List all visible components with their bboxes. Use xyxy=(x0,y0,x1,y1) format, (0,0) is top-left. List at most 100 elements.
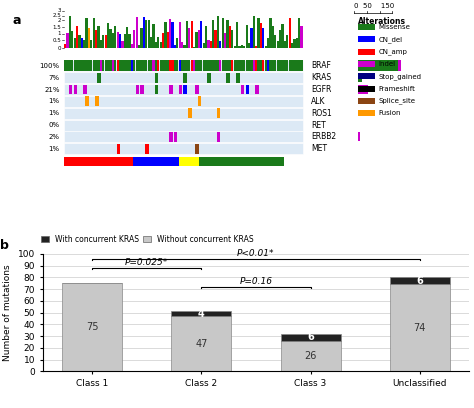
Text: 1%: 1% xyxy=(49,98,60,104)
Bar xyxy=(262,28,264,49)
Bar xyxy=(152,60,155,71)
Bar xyxy=(167,32,169,49)
Bar xyxy=(291,43,293,49)
Bar xyxy=(358,49,374,55)
Bar xyxy=(174,60,176,71)
Bar xyxy=(267,38,269,49)
Bar xyxy=(246,84,249,95)
Bar xyxy=(281,334,341,341)
Bar xyxy=(269,18,272,49)
Bar xyxy=(83,40,85,49)
Bar xyxy=(255,84,259,95)
Bar xyxy=(207,73,211,83)
Bar xyxy=(215,60,217,71)
Bar xyxy=(109,29,111,49)
Bar xyxy=(85,60,88,71)
Bar xyxy=(143,60,145,71)
Bar xyxy=(358,84,368,89)
Bar xyxy=(358,73,362,82)
Text: 1%: 1% xyxy=(49,146,60,152)
Text: EGFR: EGFR xyxy=(311,85,332,94)
Bar xyxy=(236,73,239,83)
Bar xyxy=(150,60,152,71)
Bar xyxy=(358,61,374,67)
Bar xyxy=(133,60,136,71)
Bar xyxy=(195,84,199,95)
Bar xyxy=(160,42,162,49)
Text: 2: 2 xyxy=(57,18,61,23)
Bar xyxy=(95,31,97,49)
Bar xyxy=(183,60,186,71)
Text: P=0.025*: P=0.025* xyxy=(125,258,168,267)
Bar xyxy=(171,316,231,371)
Bar xyxy=(150,37,152,49)
Bar xyxy=(279,30,281,49)
Bar xyxy=(164,60,166,71)
Bar xyxy=(112,60,114,71)
Bar xyxy=(188,108,192,118)
Text: 7%: 7% xyxy=(49,75,60,81)
Bar xyxy=(83,84,87,95)
Bar xyxy=(227,60,228,71)
Bar xyxy=(176,60,179,71)
Bar xyxy=(219,42,221,49)
Bar xyxy=(188,28,191,49)
Bar xyxy=(174,132,177,142)
Bar xyxy=(133,157,179,166)
Bar xyxy=(121,41,124,49)
Bar xyxy=(298,60,301,71)
Bar xyxy=(179,60,181,71)
Bar xyxy=(253,60,255,71)
Bar xyxy=(279,60,281,71)
Bar xyxy=(155,84,158,95)
Bar xyxy=(293,60,295,71)
Bar xyxy=(186,21,188,49)
Bar xyxy=(119,60,121,71)
Bar xyxy=(66,33,69,49)
Text: 75: 75 xyxy=(86,322,98,332)
Bar xyxy=(231,29,233,49)
Bar xyxy=(64,72,303,83)
Bar xyxy=(124,60,126,71)
Bar xyxy=(138,60,140,71)
Bar xyxy=(138,45,140,49)
Bar xyxy=(64,143,303,154)
Bar xyxy=(140,84,144,95)
Bar xyxy=(160,60,162,71)
Bar xyxy=(76,26,78,49)
Text: CN_del: CN_del xyxy=(379,36,403,43)
Bar xyxy=(136,17,138,49)
Bar xyxy=(274,60,276,71)
Bar xyxy=(195,144,199,154)
Bar xyxy=(181,42,183,49)
Text: Stop_gained: Stop_gained xyxy=(379,73,422,80)
Bar xyxy=(248,60,250,71)
Bar xyxy=(238,60,241,71)
Bar xyxy=(183,84,187,95)
Bar xyxy=(172,22,173,49)
Text: MET: MET xyxy=(311,144,328,153)
Text: CN_amp: CN_amp xyxy=(379,48,408,55)
Bar xyxy=(191,60,193,71)
Bar xyxy=(124,33,126,49)
Bar xyxy=(98,73,101,83)
Bar xyxy=(219,60,221,71)
Bar xyxy=(171,311,231,316)
Bar xyxy=(277,60,279,71)
Bar xyxy=(117,32,119,49)
Bar xyxy=(224,33,226,49)
Bar xyxy=(76,60,78,71)
Text: ERBB2: ERBB2 xyxy=(311,132,337,141)
Bar xyxy=(90,60,92,71)
Bar xyxy=(109,60,111,71)
Bar xyxy=(277,41,279,49)
Text: 0%: 0% xyxy=(49,122,60,128)
Bar xyxy=(174,45,176,49)
Bar xyxy=(217,16,219,49)
Bar xyxy=(85,18,88,49)
Bar xyxy=(301,27,303,49)
Text: Frameshift: Frameshift xyxy=(379,86,416,92)
Text: 47: 47 xyxy=(195,339,208,349)
Bar xyxy=(73,84,77,95)
Text: 2%: 2% xyxy=(49,134,60,140)
